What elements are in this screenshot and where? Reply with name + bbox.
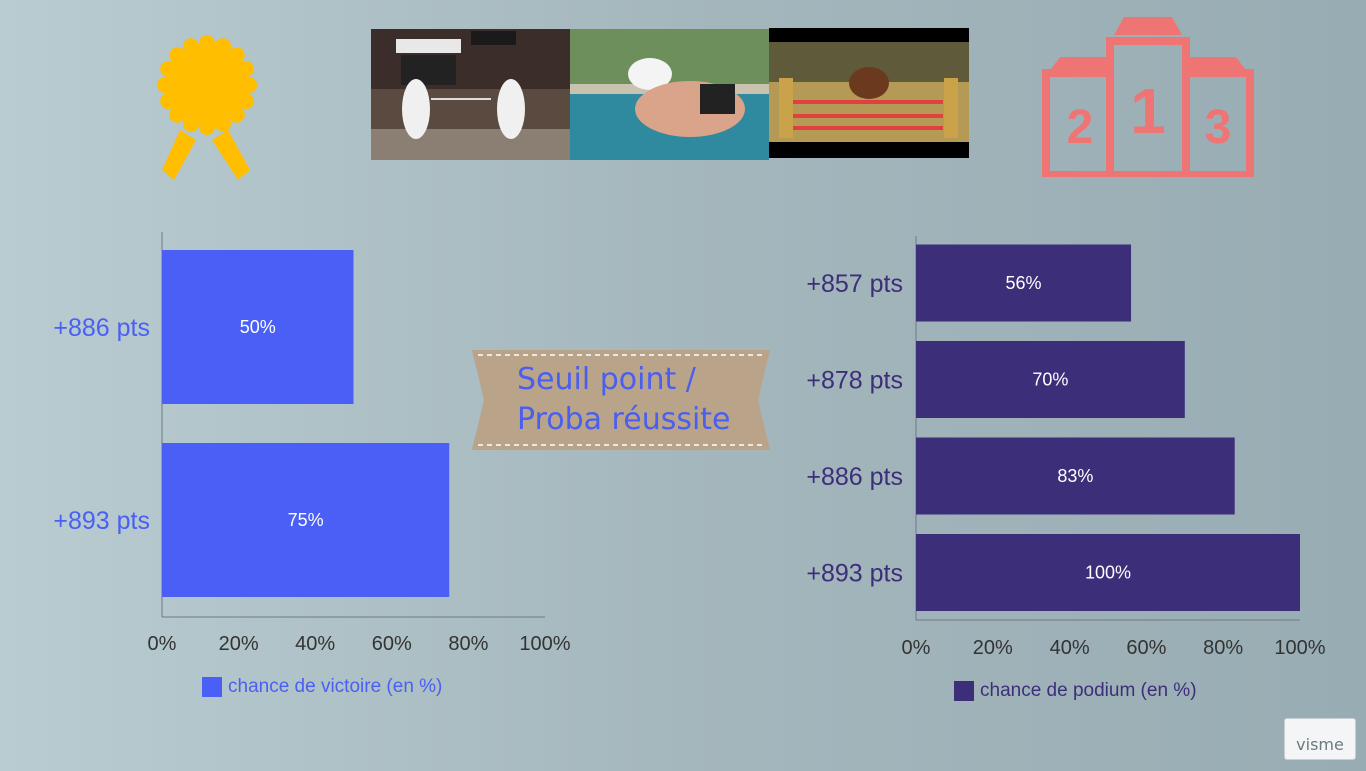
x-tick-label: 20% (973, 637, 1013, 659)
victory-legend: chance de victoire (en %) (202, 676, 442, 698)
category-label: +886 pts (806, 463, 903, 491)
x-tick-label: 100% (1274, 637, 1325, 659)
x-tick-label: 60% (1126, 637, 1166, 659)
bar (916, 341, 1185, 418)
legend-label: chance de victoire (en %) (228, 676, 443, 697)
category-label: +893 pts (806, 560, 903, 588)
visme-logo: visme (1284, 718, 1356, 760)
x-tick-label: 0% (148, 633, 177, 655)
svg-text:1: 1 (1130, 75, 1166, 147)
bar-value-label: 70% (1032, 370, 1068, 390)
bar-value-label: 100% (1085, 563, 1131, 583)
x-tick-label: 80% (448, 633, 488, 655)
category-label: +893 pts (53, 507, 150, 535)
banner-line-2: Proba réussite (517, 402, 731, 437)
category-label: +878 pts (806, 367, 903, 395)
svg-text:2: 2 (1067, 101, 1094, 154)
banner-line-1: Seuil point / (517, 362, 696, 397)
bar-value-label: 56% (1006, 273, 1042, 293)
podium-icon: 1 2 3 (1042, 17, 1254, 177)
swimming-photo (570, 29, 769, 160)
x-tick-label: 40% (1050, 637, 1090, 659)
medal-icon (157, 35, 257, 180)
bar-value-label: 50% (240, 317, 276, 337)
legend-label: chance de podium (en %) (980, 680, 1197, 701)
visme-wordmark: visme (1296, 735, 1344, 754)
x-tick-label: 20% (219, 633, 259, 655)
x-tick-label: 40% (295, 633, 335, 655)
category-label: +857 pts (806, 270, 903, 298)
bar (162, 250, 354, 404)
svg-text:3: 3 (1205, 101, 1232, 154)
podium-legend: chance de podium (en %) (954, 680, 1197, 702)
legend-swatch (202, 677, 222, 697)
bar (162, 443, 450, 597)
x-tick-label: 60% (372, 633, 412, 655)
banner-title: Seuil point / Proba réussite (517, 360, 757, 440)
fencing-photo (371, 29, 570, 160)
bar-value-label: 83% (1057, 466, 1093, 486)
x-tick-label: 100% (519, 633, 570, 655)
show-jumping-photo (769, 28, 969, 158)
bar (916, 534, 1300, 611)
bar-value-label: 75% (288, 510, 324, 530)
x-tick-label: 0% (902, 637, 931, 659)
banner-ribbon (472, 350, 770, 450)
x-tick-label: 80% (1203, 637, 1243, 659)
legend-swatch (954, 681, 974, 701)
category-label: +886 pts (53, 314, 150, 342)
bar (916, 244, 1132, 322)
bar (916, 437, 1235, 515)
